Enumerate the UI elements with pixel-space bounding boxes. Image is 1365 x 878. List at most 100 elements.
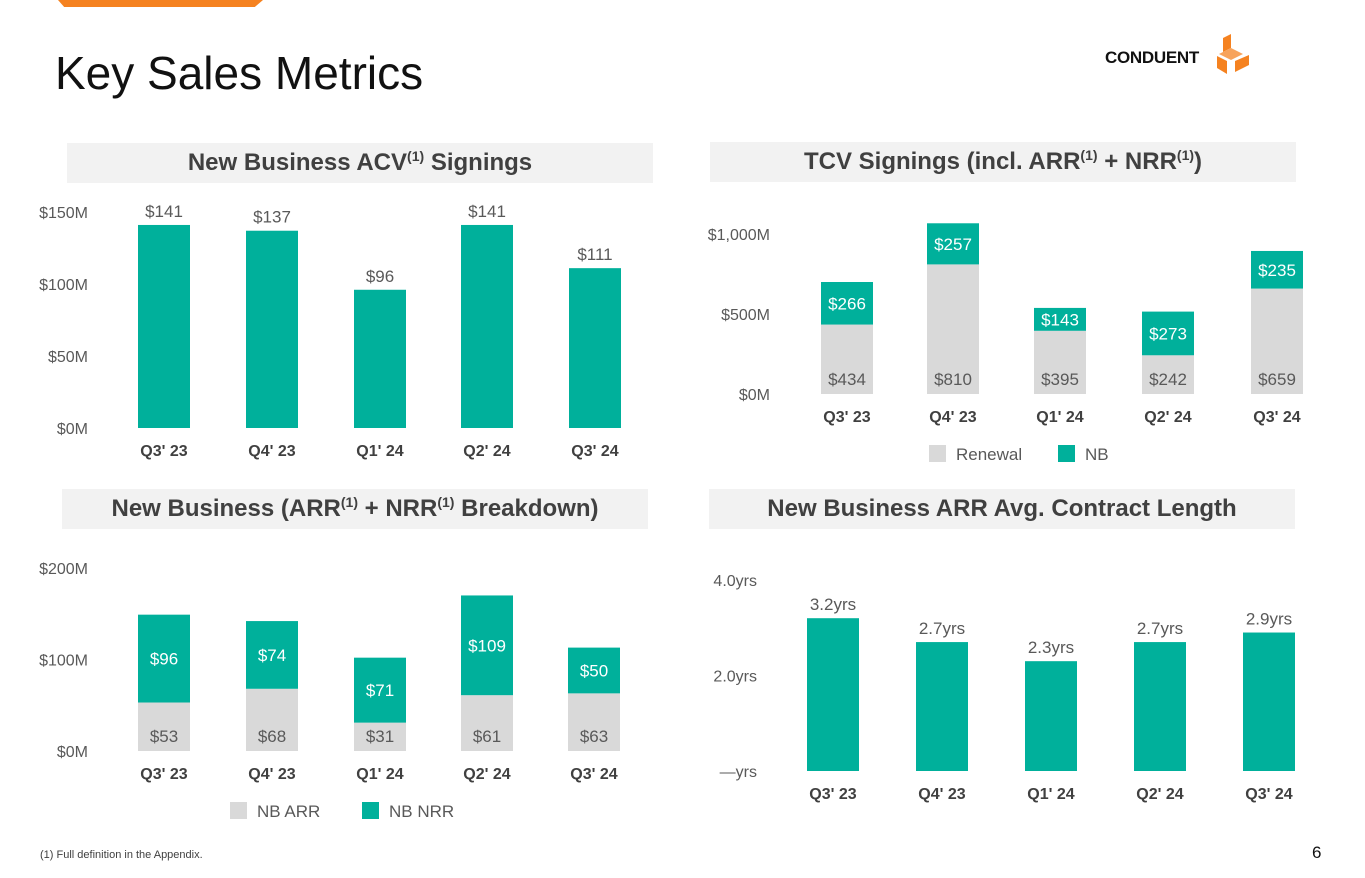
acv-ytick-label: $100M	[39, 277, 88, 294]
nb-bar-nb-arr	[568, 693, 620, 751]
tcv-category-label: Q2' 24	[1144, 409, 1191, 426]
nb-value-label: $109	[468, 636, 506, 655]
acv-bar	[461, 224, 513, 428]
tcv-value-label: $242	[1149, 370, 1187, 389]
nb-value-label: $68	[258, 727, 286, 746]
tcv-bar-nb	[1251, 250, 1303, 289]
acv-category-label: Q1' 24	[356, 443, 403, 460]
acv-ytick-label: $150M	[39, 205, 88, 222]
nb-ytick-label: $200M	[39, 561, 88, 578]
acv-value-label: $141	[145, 202, 183, 221]
footnote: (1) Full definition in the Appendix.	[40, 849, 203, 861]
tcv-title-sup2: (1)	[1176, 147, 1195, 163]
tcv-value-label: $434	[828, 370, 866, 389]
conduent-logo: CONDUENT	[1105, 32, 1255, 77]
acv-ytick-label: $50M	[48, 349, 88, 366]
nb-legend-swatch	[230, 802, 247, 819]
arr-category-label: Q4' 23	[918, 786, 965, 803]
nb-value-label: $50	[580, 661, 608, 680]
nb-bar-nb-arr	[461, 695, 513, 751]
arr-bar	[1134, 642, 1186, 771]
tcv-ytick-label: $1,000M	[708, 227, 770, 244]
tcv-bar-nb	[1034, 307, 1086, 331]
nb-title-c: Breakdown)	[454, 495, 599, 522]
page-title: Key Sales Metrics	[55, 47, 424, 99]
logo-text: CONDUENT	[1105, 48, 1199, 67]
acv-value-label: $141	[468, 202, 506, 221]
nb-bar-nb-nrr	[246, 621, 298, 689]
nb-title-sup2: (1)	[437, 494, 455, 510]
acv-bar	[246, 230, 298, 428]
arr-value-label: 2.7yrs	[1137, 619, 1183, 638]
nb-category-label: Q4' 23	[248, 766, 295, 783]
nb-category-label: Q1' 24	[356, 766, 403, 783]
nb-category-label: Q3' 23	[140, 766, 187, 783]
tcv-bar-nb	[927, 223, 979, 265]
nb-bar-nb-arr	[246, 688, 298, 751]
nb-bar-nb-nrr	[354, 657, 406, 723]
arr-value-label: 2.9yrs	[1246, 610, 1292, 629]
acv-title-b: Signings	[424, 149, 533, 176]
nb-category-label: Q2' 24	[463, 766, 510, 783]
nb-value-label: $63	[580, 727, 608, 746]
tcv-bar-nb	[821, 282, 873, 325]
arr-bar	[916, 642, 968, 771]
acv-category-label: Q4' 23	[248, 443, 295, 460]
tcv-value-label: $810	[934, 370, 972, 389]
arr-ytick-label: 4.0yrs	[713, 573, 757, 590]
top-accent-bar	[58, 0, 263, 7]
tcv-category-label: Q3' 23	[823, 409, 870, 426]
nb-legend-label: NB NRR	[389, 802, 454, 821]
tcv-bar-renewal	[1142, 355, 1194, 394]
tcv-category-label: Q1' 24	[1036, 409, 1083, 426]
nb-title-b: + NRR	[358, 495, 438, 522]
tcv-value-label: $273	[1149, 324, 1187, 343]
arr-value-label: 2.7yrs	[919, 619, 965, 638]
nb-legend-label: NB ARR	[257, 802, 320, 821]
tcv-value-label: $235	[1258, 261, 1296, 280]
acv-signings-chart: $0M $50M $100M $150M Q3' 23 Q4' 23 Q1' 24 Q2' 2…	[39, 202, 621, 460]
tcv-value-label: $266	[828, 294, 866, 313]
nb-breakdown-chart: $0M $100M $200M Q3' 23 Q4' 23 Q1' 24 Q2' 24 Q3'…	[39, 561, 620, 821]
arr-bar	[1243, 632, 1295, 771]
nb-bar-nb-nrr	[138, 614, 190, 703]
tcv-title-a: TCV Signings (incl. ARR	[803, 148, 1081, 175]
nb-category-label: Q3' 24	[570, 766, 617, 783]
tcv-bar-renewal	[927, 264, 979, 394]
tcv-bar-nb	[1142, 311, 1194, 356]
acv-ytick-label: $0M	[57, 421, 88, 438]
arr-category-label: Q3' 23	[809, 786, 856, 803]
arr-bar	[807, 618, 859, 771]
tcv-bar-renewal	[1251, 288, 1303, 394]
nb-value-label: $53	[150, 727, 178, 746]
arr-category-label: Q1' 24	[1027, 786, 1074, 803]
nb-value-label: $96	[150, 650, 178, 669]
tcv-value-label: $257	[934, 235, 972, 254]
acv-bar	[138, 224, 190, 428]
arr-contract-length-chart: —yrs 2.0yrs 4.0yrs Q3' 23 Q4' 23 Q1' 24 Q2' 24…	[713, 573, 1295, 803]
arr-panel-title: New Business ARR Avg. Contract Length	[709, 489, 1295, 529]
nb-value-label: $71	[366, 681, 394, 700]
nb-title-sup1: (1)	[340, 494, 358, 510]
arr-ytick-label: 2.0yrs	[713, 669, 757, 686]
acv-category-label: Q2' 24	[463, 443, 510, 460]
nb-legend-swatch	[362, 802, 379, 819]
arr-ytick-label: —yrs	[720, 764, 757, 781]
nb-value-label: $74	[258, 646, 286, 665]
tcv-value-label: $659	[1258, 370, 1296, 389]
nb-value-label: $31	[366, 727, 394, 746]
nb-value-label: $61	[473, 727, 501, 746]
acv-title-sup: (1)	[407, 148, 425, 164]
tcv-category-label: Q4' 23	[929, 409, 976, 426]
nb-ytick-label: $100M	[39, 653, 88, 670]
tcv-legend-swatch	[1058, 445, 1075, 462]
tcv-title-b: + NRR	[1097, 148, 1177, 175]
nb-panel-title: New Business (ARR(1) + NRR(1) Breakdown)	[62, 489, 648, 529]
acv-category-label: Q3' 23	[140, 443, 187, 460]
arr-title: New Business ARR Avg. Contract Length	[767, 495, 1237, 522]
conduent-logo-icon	[1217, 34, 1249, 74]
acv-value-label: $96	[366, 267, 394, 286]
acv-title-a: New Business ACV	[187, 149, 408, 176]
nb-ytick-label: $0M	[57, 744, 88, 761]
arr-value-label: 2.3yrs	[1028, 638, 1074, 657]
